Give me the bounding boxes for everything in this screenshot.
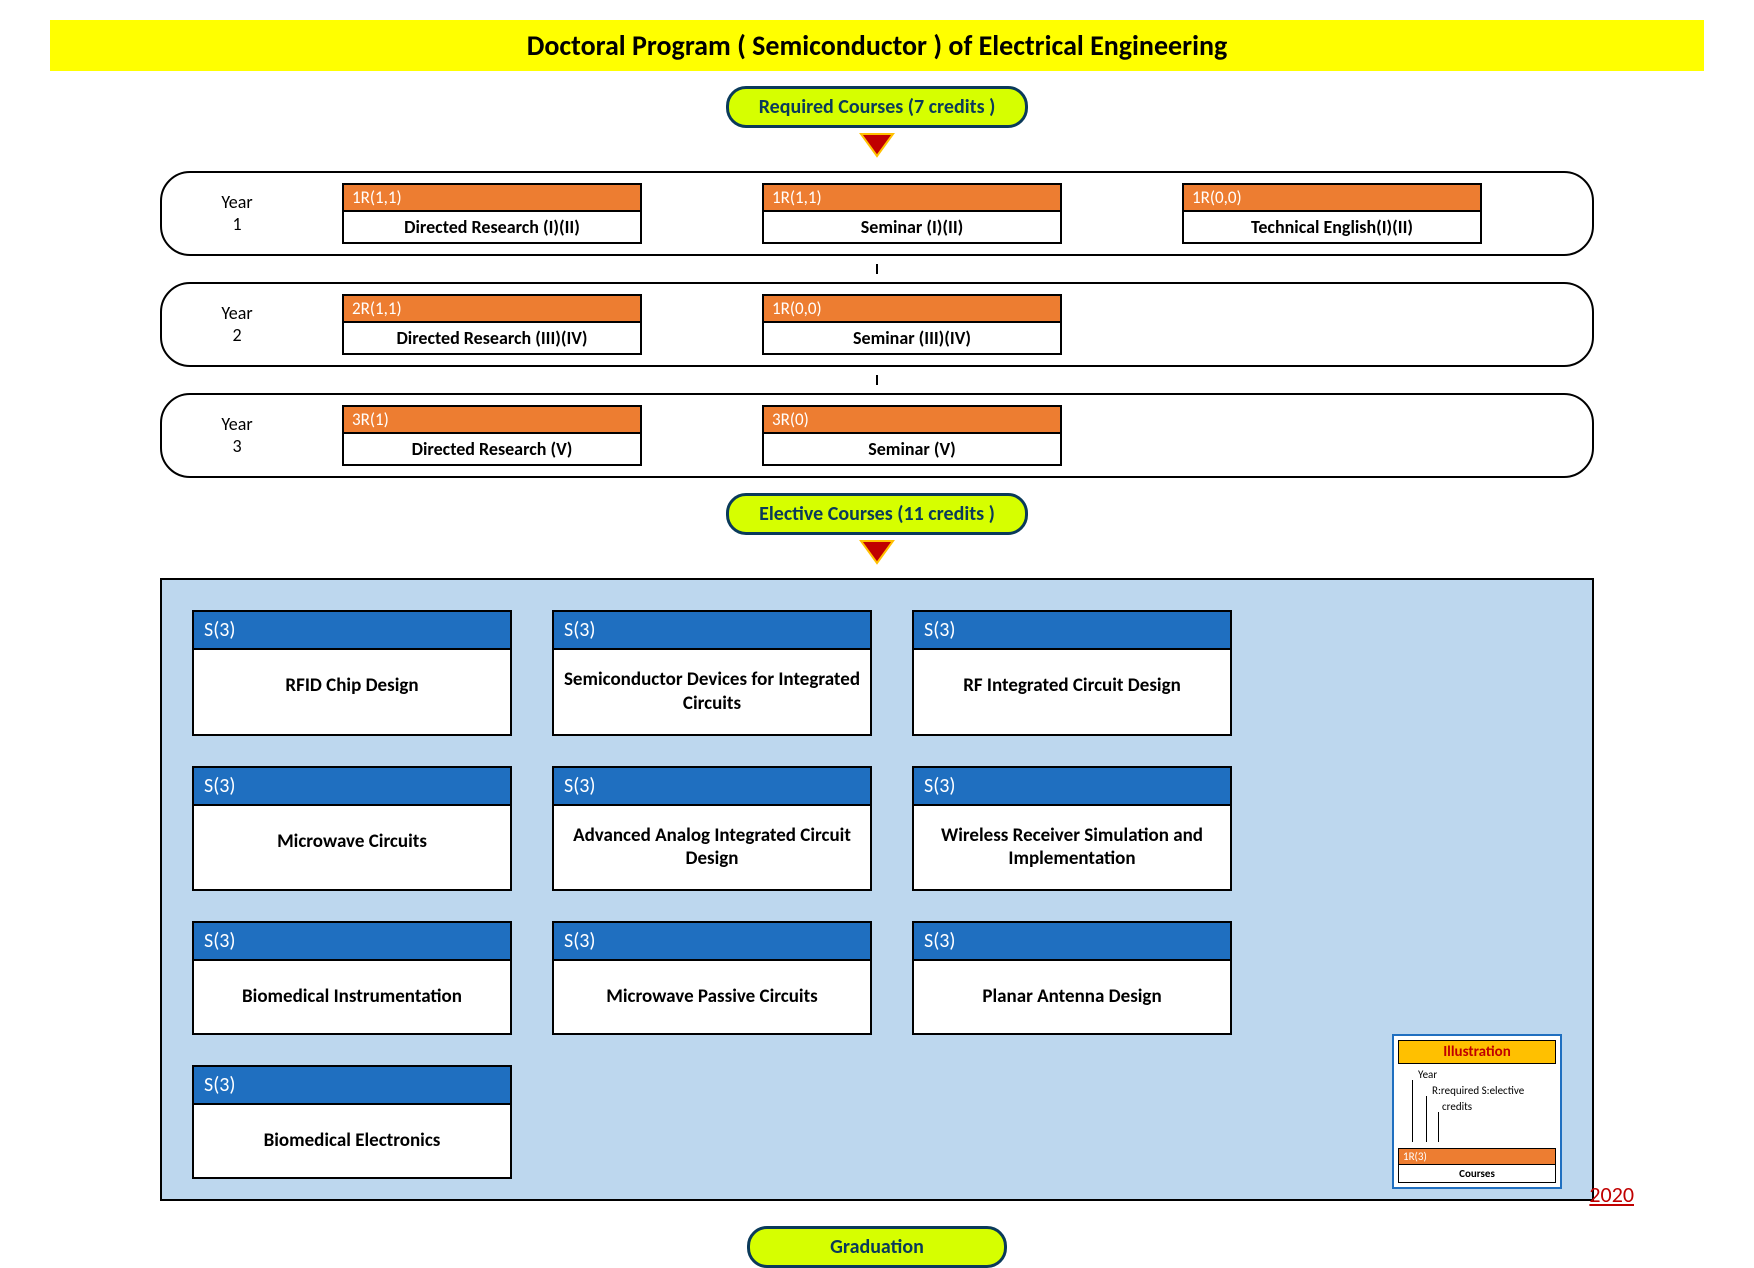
elective-course: S(3)RFID Chip Design [192,610,512,736]
legend-mini-code: 1R(3) [1399,1149,1555,1165]
elective-course: S(3)Biomedical Electronics [192,1065,512,1179]
year-stamp: 2020 [1589,1181,1634,1208]
legend-label-year: Year [1418,1068,1437,1081]
year-label: Year3 [192,414,282,457]
course-name: RFID Chip Design [194,650,510,722]
course-name: Advanced Analog Integrated Circuit Desig… [554,806,870,890]
arrow-down-1 [50,130,1704,163]
required-years: Year11R(1,1)Directed Research (I)(II)1R(… [50,171,1704,478]
course-name: RF Integrated Circuit Design [914,650,1230,722]
course-code: S(3) [194,612,510,650]
legend-line-1 [1412,1080,1413,1142]
course-name: Microwave Passive Circuits [554,961,870,1033]
required-course: 1R(1,1)Directed Research (I)(II) [342,183,642,244]
elective-course: S(3)Biomedical Instrumentation [192,921,512,1035]
year-row: Year3 3R(1)Directed Research (V) 3R(0)Semi… [160,393,1594,478]
course-code: S(3) [914,768,1230,806]
required-course: 3R(0)Seminar (V) [762,405,1062,466]
chevron-down-icon [857,537,897,565]
course-name: Seminar (III)(IV) [764,323,1060,353]
vertical-connector [876,375,878,385]
legend-body: Year R:required S:elective credits [1398,1064,1556,1144]
course-code: S(3) [194,923,510,961]
course-code: S(3) [914,923,1230,961]
required-course: 1R(0,0)Seminar (III)(IV) [762,294,1062,355]
elective-course: S(3)Advanced Analog Integrated Circuit D… [552,766,872,892]
graduation-section: Graduation [50,1226,1704,1268]
year-label: Year2 [192,303,282,346]
course-code: S(3) [554,768,870,806]
required-course: 1R(0,0)Technical English(I)(II) [1182,183,1482,244]
required-pill: Required Courses (7 credits ) [726,86,1029,128]
elective-panel: S(3)RFID Chip DesignS(3)Semiconductor De… [160,578,1594,1201]
year-courses: 3R(1)Directed Research (V) 3R(0)Seminar (… [282,405,1572,466]
course-name: Biomedical Instrumentation [194,961,510,1033]
required-section-header: Required Courses (7 credits ) [50,86,1704,128]
course-code: 1R(0,0) [1184,185,1480,212]
elective-course: S(3)RF Integrated Circuit Design [912,610,1232,736]
required-course: 2R(1,1)Directed Research (III)(IV) [342,294,642,355]
elective-section-header: Elective Courses (11 credits ) [50,493,1704,535]
legend-label-credits: credits [1442,1100,1472,1113]
course-code: 3R(0) [764,407,1060,434]
course-name: Planar Antenna Design [914,961,1230,1033]
course-code: S(3) [194,1067,510,1105]
required-course: 3R(1)Directed Research (V) [342,405,642,466]
legend-line-2 [1426,1096,1427,1142]
elective-grid: S(3)RFID Chip DesignS(3)Semiconductor De… [192,610,1562,1179]
course-code: 3R(1) [344,407,640,434]
arrow-down-2 [50,537,1704,570]
course-name: Technical English(I)(II) [1184,212,1480,242]
legend-box: Illustration Year R:required S:elective … [1392,1034,1562,1189]
vertical-connector [876,264,878,274]
course-name: Seminar (I)(II) [764,212,1060,242]
legend-label-req: R:required S:elective [1432,1084,1524,1097]
year-row: Year11R(1,1)Directed Research (I)(II)1R(… [160,171,1594,256]
course-code: S(3) [554,612,870,650]
course-name: Directed Research (I)(II) [344,212,640,242]
chevron-down-icon [857,130,897,158]
course-code: S(3) [194,768,510,806]
elective-course: S(3)Wireless Receiver Simulation and Imp… [912,766,1232,892]
elective-course: S(3)Microwave Circuits [192,766,512,892]
course-code: 2R(1,1) [344,296,640,323]
course-name: Wireless Receiver Simulation and Impleme… [914,806,1230,890]
legend-mini-course: 1R(3) Courses [1398,1148,1556,1183]
legend-mini-name: Courses [1399,1165,1555,1182]
course-code: S(3) [914,612,1230,650]
year-label: Year1 [192,192,282,235]
elective-pill: Elective Courses (11 credits ) [726,493,1028,535]
required-course: 1R(1,1)Seminar (I)(II) [762,183,1062,244]
legend-line-3 [1438,1112,1439,1142]
page-title: Doctoral Program ( Semiconductor ) of El… [50,20,1704,71]
course-name: Semiconductor Devices for Integrated Cir… [554,650,870,734]
course-name: Microwave Circuits [194,806,510,878]
legend-title: Illustration [1398,1040,1556,1064]
course-name: Seminar (V) [764,434,1060,464]
elective-course: S(3)Microwave Passive Circuits [552,921,872,1035]
year-row: Year2 2R(1,1)Directed Research (III)(IV) 1… [160,282,1594,367]
course-code: 1R(1,1) [344,185,640,212]
elective-course: S(3)Planar Antenna Design [912,921,1232,1035]
course-code: 1R(1,1) [764,185,1060,212]
course-name: Directed Research (V) [344,434,640,464]
elective-course: S(3)Semiconductor Devices for Integrated… [552,610,872,736]
graduation-pill: Graduation [747,1226,1007,1268]
year-courses: 2R(1,1)Directed Research (III)(IV) 1R(0,0… [282,294,1572,355]
course-code: S(3) [554,923,870,961]
year-courses: 1R(1,1)Directed Research (I)(II)1R(1,1)S… [282,183,1572,244]
course-code: 1R(0,0) [764,296,1060,323]
course-name: Directed Research (III)(IV) [344,323,640,353]
course-name: Biomedical Electronics [194,1105,510,1177]
